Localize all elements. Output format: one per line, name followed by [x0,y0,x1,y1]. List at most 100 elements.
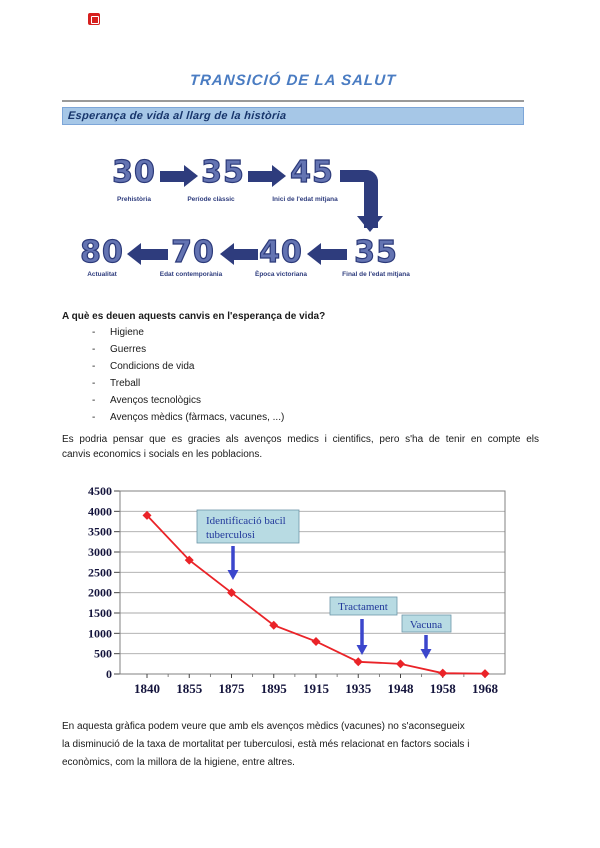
bullet-dash: - [92,344,96,355]
paragraph: Es podria pensar que es gracies als aven… [62,432,539,462]
era-label: Actualitat [87,271,117,278]
life-expectancy-value-inici-edat-mitjana: 45 [290,155,334,190]
list-item: - Guerres [92,344,442,361]
section-header-label: Esperança de vida al llarg de la històri… [67,110,287,122]
paragraph: En aquesta gràfica podem veure que amb e… [62,718,544,772]
y-tick-label: 3000 [88,545,112,559]
annotation-label: tuberculosi [206,529,255,541]
annotation-box [329,596,398,616]
list-item: - Condicions de vida [92,361,442,378]
data-point-marker [396,659,405,669]
chart-annotations: Identificació bacil tuberculosi Tractament… [196,509,452,659]
y-tick-label: 0 [106,667,112,681]
data-point-marker [184,555,194,565]
data-point-marker [353,657,363,667]
down-arrow-icon [357,216,383,232]
x-tick-label: 1968 [472,681,499,696]
y-tick-label: 4500 [88,484,112,498]
annotation-box [196,509,300,544]
list-item: - Avenços tecnològics [92,395,442,412]
data-point-marker [438,668,448,678]
x-tick-label: 1840 [134,681,160,696]
paragraph-line: la disminució de la taxa de mortalitat p… [62,739,470,750]
y-tick-label: 500 [94,647,112,661]
annotation-arrowhead-icon [227,570,239,580]
bullet-dash: - [92,378,96,389]
era-label: Període clàssic [187,196,235,203]
paragraph-line: econòmics, com la millora de la higiene,… [62,757,295,768]
life-expectancy-value-periode-classic: 35 [201,155,245,190]
x-tick-label: 1875 [219,681,246,696]
era-label: Final de l'edat mitjana [342,271,410,278]
era-label: Prehistòria [117,196,151,203]
document-host-logo-icon [88,13,100,25]
era-label: Edat contemporània [159,271,223,278]
annotation-box [401,614,452,633]
left-arrow-icon [234,249,258,260]
data-point-marker [142,510,152,520]
y-tick-label: 1000 [88,626,112,640]
annotation-label: Tractament [338,601,388,613]
life-expectancy-value-victoriana: 40 [259,235,303,270]
x-tick-label: 1958 [430,681,457,696]
list-item: - Higiene [92,327,442,344]
data-point-marker [227,588,236,598]
left-arrow-icon [321,249,347,260]
bullet-text: Avenços mèdics (fàrmacs, vacunes, ...) [110,412,285,423]
paragraph-line: En aquesta gràfica podem veure que amb e… [62,721,465,732]
bullet-dash: - [92,412,96,423]
left-arrow-icon [220,243,234,265]
chart-axes: 0 500 1000 1500 2000 2500 3000 3500 4000 4500 1840… [88,484,506,696]
annotation-label: Identificació bacil [206,515,286,527]
data-point-marker [311,636,321,646]
x-tick-label: 1948 [388,681,415,696]
elbow-arrow-icon [340,170,378,228]
right-arrow-icon [248,171,272,182]
right-arrow-icon [160,171,184,182]
data-point-marker [480,669,490,679]
bullet-text: Treball [110,378,141,389]
section-header: Esperança de vida al llarg de la històri… [62,107,524,125]
chart-series [142,510,490,679]
x-tick-label: 1935 [345,681,372,696]
bullet-dash: - [92,395,96,406]
question-text: A què es deuen aquests canvis en l'esper… [62,311,326,322]
life-expectancy-value-actualitat: 80 [80,235,124,270]
annotation-label: Vacuna [410,619,442,631]
bullet-text: Condicions de vida [110,361,195,372]
y-tick-label: 3500 [88,525,112,539]
bullet-text: Avenços tecnològics [110,395,201,406]
y-tick-label: 1500 [88,606,112,620]
x-tick-label: 1895 [261,681,288,696]
x-tick-label: 1855 [176,681,203,696]
y-tick-label: 2500 [88,565,112,579]
y-tick-label: 4000 [88,504,112,518]
paragraph-line: canvis economics i socials en les poblac… [62,449,263,460]
life-expectancy-value-prehistoria: 30 [112,155,156,190]
paragraph-line: Es podria pensar que es gracies als aven… [62,434,539,445]
life-expectancy-value-final-edat-mitjana: 35 [354,235,398,270]
x-tick-label: 1915 [303,681,330,696]
bullet-dash: - [92,327,96,338]
bullet-text: Guerres [110,344,147,355]
right-arrow-icon [272,165,286,187]
list-item: - Treball [92,378,442,395]
list-item: - Avenços mèdics (fàrmacs, vacunes, ...) [92,412,442,429]
bullet-list: - Higiene - Guerres - Condicions de vida - T… [92,327,442,429]
data-point-marker [269,620,279,630]
annotation-arrowhead-icon [420,649,432,659]
y-tick-label: 2000 [88,586,112,600]
bullet-text: Higiene [110,327,144,338]
era-label: Època victoriana [254,271,308,278]
chart-canvas: 0 500 1000 1500 2000 2500 3000 3500 4000 4500 1840… [88,484,506,696]
title-divider [62,100,524,102]
left-arrow-icon [141,249,168,260]
left-arrow-icon [127,243,141,265]
right-arrow-icon [184,165,198,187]
annotation-arrowhead-icon [356,645,368,655]
bullet-dash: - [92,361,96,372]
tuberculosis-mortality-chart: 0 500 1000 1500 2000 2500 3000 3500 4000 4500 1840… [85,483,515,708]
life-expectancy-value-contemporania: 70 [171,235,215,270]
left-arrow-icon [307,243,321,265]
